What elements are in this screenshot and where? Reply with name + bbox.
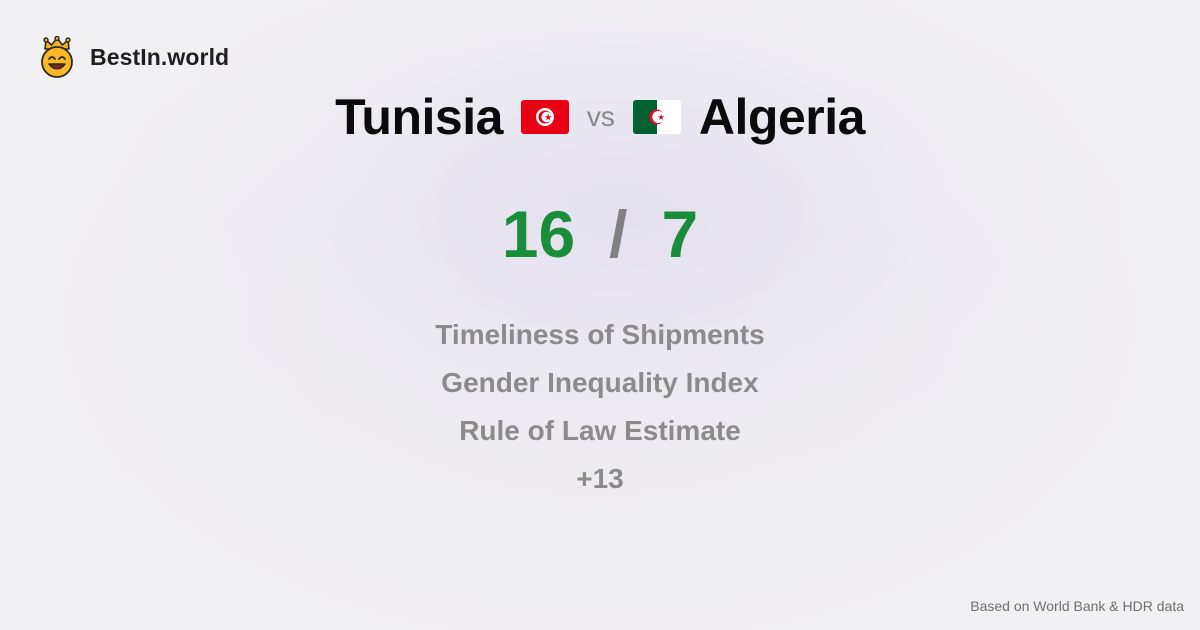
- left-country-name: Tunisia: [335, 89, 503, 145]
- left-score: 16: [501, 197, 576, 271]
- right-country-name: Algeria: [698, 89, 866, 145]
- right-score: 7: [661, 197, 699, 271]
- brand-name: BestIn.world: [90, 43, 230, 70]
- data-source-note: Based on World Bank & HDR data: [970, 598, 1184, 614]
- more-metrics-count: +13: [576, 463, 624, 494]
- score-separator: /: [609, 197, 628, 271]
- vs-label: vs: [586, 101, 615, 132]
- score-display: 16 / 7: [0, 196, 1200, 272]
- comparison-title: Tunisia vs Algeria: [0, 86, 1200, 148]
- algeria-flag-icon: [632, 100, 681, 134]
- metric-item: Gender Inequality Index: [441, 367, 759, 398]
- tunisia-flag-icon: [520, 100, 569, 134]
- metric-list: Timeliness of Shipments Gender Inequalit…: [0, 313, 1200, 505]
- crowned-smiley-icon: [41, 36, 73, 78]
- metric-item: Rule of Law Estimate: [459, 415, 741, 446]
- metric-item: Timeliness of Shipments: [435, 319, 765, 350]
- brand-logo[interactable]: BestIn.world: [38, 36, 229, 78]
